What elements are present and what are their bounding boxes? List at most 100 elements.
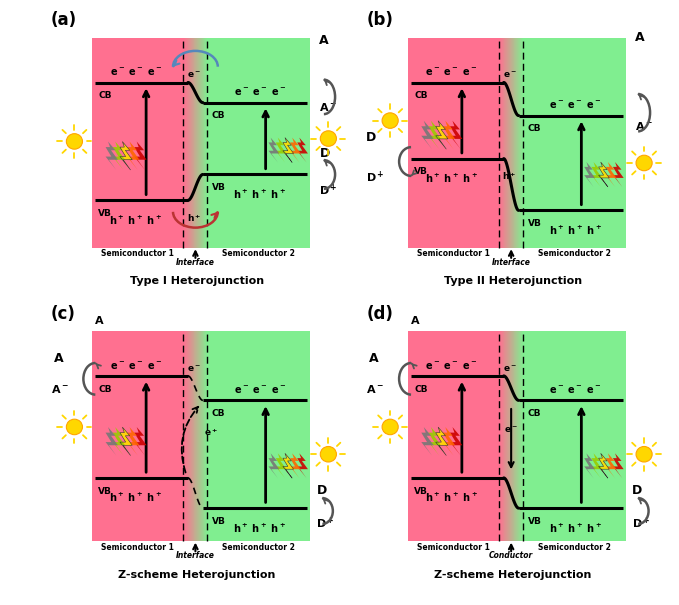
Text: (b): (b) <box>366 11 393 29</box>
Text: D: D <box>366 131 376 145</box>
Text: $\mathbf{e^-}$: $\mathbf{e^-}$ <box>187 364 201 374</box>
Text: $\mathbf{D^+}$: $\mathbf{D^+}$ <box>632 516 650 531</box>
Polygon shape <box>443 427 455 456</box>
Text: CB: CB <box>528 409 541 418</box>
Text: VB: VB <box>414 487 428 495</box>
Text: (a): (a) <box>50 11 77 29</box>
Polygon shape <box>450 121 462 149</box>
Text: $\mathbf{h^+\ h^+\ h^+}$: $\mathbf{h^+\ h^+\ h^+}$ <box>109 214 162 227</box>
Text: Interface: Interface <box>176 551 215 560</box>
Polygon shape <box>613 453 624 478</box>
Text: $\mathbf{D^+}$: $\mathbf{D^+}$ <box>316 516 335 531</box>
Text: VB: VB <box>528 517 541 526</box>
Circle shape <box>382 419 398 435</box>
Polygon shape <box>134 142 147 170</box>
Text: D: D <box>632 484 642 497</box>
Polygon shape <box>297 137 308 163</box>
Polygon shape <box>283 137 293 163</box>
Text: $\mathbf{e^-}$: $\mathbf{e^-}$ <box>502 364 517 374</box>
Polygon shape <box>127 427 139 456</box>
Polygon shape <box>443 121 455 149</box>
Text: VB: VB <box>98 209 112 218</box>
Text: $\mathbf{e^-}$: $\mathbf{e^-}$ <box>187 70 201 80</box>
Circle shape <box>320 446 336 462</box>
Circle shape <box>382 113 398 128</box>
Polygon shape <box>584 162 595 187</box>
Text: CB: CB <box>212 111 225 120</box>
Bar <box>207 38 310 248</box>
Text: Semiconductor 2: Semiconductor 2 <box>223 249 295 258</box>
Bar <box>92 332 183 541</box>
Text: D: D <box>319 147 329 160</box>
Text: $\mathbf{A^-}$: $\mathbf{A^-}$ <box>319 101 337 113</box>
Polygon shape <box>613 162 624 187</box>
Polygon shape <box>113 142 125 170</box>
Text: D: D <box>316 484 327 497</box>
Polygon shape <box>428 121 441 149</box>
Polygon shape <box>599 453 609 478</box>
Text: (d): (d) <box>366 305 393 323</box>
Polygon shape <box>421 427 434 456</box>
Circle shape <box>636 446 652 462</box>
Circle shape <box>67 134 82 149</box>
Circle shape <box>636 155 652 171</box>
Text: A: A <box>635 31 645 44</box>
Circle shape <box>67 419 82 435</box>
Text: $\mathbf{D^+}$: $\mathbf{D^+}$ <box>319 182 338 198</box>
Text: Conductor: Conductor <box>489 551 533 560</box>
Text: A: A <box>54 352 63 365</box>
Text: A: A <box>95 316 104 325</box>
Text: Z-scheme Heterojunction: Z-scheme Heterojunction <box>434 570 591 580</box>
Text: $\mathbf{e^-\ e^-\ e^-}$: $\mathbf{e^-\ e^-\ e^-}$ <box>549 385 602 396</box>
Bar <box>408 38 499 248</box>
Bar <box>523 332 626 541</box>
Text: $\mathbf{h^+\ h^+\ h^+}$: $\mathbf{h^+\ h^+\ h^+}$ <box>109 491 162 505</box>
Polygon shape <box>591 453 602 478</box>
Circle shape <box>320 131 336 146</box>
Text: $\mathbf{e^-\ e^-\ e^-}$: $\mathbf{e^-\ e^-\ e^-}$ <box>109 361 162 371</box>
Polygon shape <box>276 137 287 163</box>
Text: $\mathbf{h^+\ h^+\ h^+}$: $\mathbf{h^+\ h^+\ h^+}$ <box>233 522 286 535</box>
Polygon shape <box>436 121 448 149</box>
Polygon shape <box>584 453 595 478</box>
Text: (c): (c) <box>50 305 75 323</box>
Polygon shape <box>297 453 308 478</box>
Polygon shape <box>120 142 132 170</box>
Polygon shape <box>421 121 434 149</box>
Text: CB: CB <box>98 385 112 394</box>
Text: Semiconductor 2: Semiconductor 2 <box>223 543 295 552</box>
Text: $\mathbf{e^-}$: $\mathbf{e^-}$ <box>502 70 517 80</box>
Text: Interface: Interface <box>176 258 215 267</box>
Text: $\mathbf{e^-\ e^-\ e^-}$: $\mathbf{e^-\ e^-\ e^-}$ <box>234 385 286 396</box>
Polygon shape <box>450 427 462 456</box>
Text: CB: CB <box>414 91 428 100</box>
Text: Z-scheme Heterojunction: Z-scheme Heterojunction <box>118 570 276 580</box>
Text: A: A <box>319 34 329 47</box>
Text: Interface: Interface <box>492 258 530 267</box>
Text: $\mathbf{e^-\ e^-\ e^-}$: $\mathbf{e^-\ e^-\ e^-}$ <box>549 100 602 111</box>
Polygon shape <box>606 162 617 187</box>
Polygon shape <box>290 453 301 478</box>
Text: $\mathbf{e^-\ e^-\ e^-}$: $\mathbf{e^-\ e^-\ e^-}$ <box>234 87 286 99</box>
Text: Semiconductor 2: Semiconductor 2 <box>538 249 611 258</box>
Text: CB: CB <box>414 385 428 394</box>
Text: $\mathbf{h^+}$: $\mathbf{h^+}$ <box>502 171 517 182</box>
Polygon shape <box>120 427 132 456</box>
Text: Semiconductor 1: Semiconductor 1 <box>101 249 175 258</box>
Polygon shape <box>134 427 147 456</box>
Text: Type II Heterojunction: Type II Heterojunction <box>443 276 582 287</box>
Text: Semiconductor 1: Semiconductor 1 <box>417 543 490 552</box>
Text: Semiconductor 2: Semiconductor 2 <box>538 543 611 552</box>
Polygon shape <box>428 427 441 456</box>
Polygon shape <box>290 137 301 163</box>
Text: $\mathbf{A^-}$: $\mathbf{A^-}$ <box>50 383 69 395</box>
Text: $\mathbf{e^-}$: $\mathbf{e^-}$ <box>504 425 518 436</box>
Polygon shape <box>276 453 287 478</box>
Polygon shape <box>283 453 293 478</box>
Text: Type I Heterojunction: Type I Heterojunction <box>130 276 264 287</box>
Polygon shape <box>113 427 125 456</box>
Polygon shape <box>268 453 279 478</box>
Bar <box>207 332 310 541</box>
Text: $\mathbf{h^+\ h^+\ h^+}$: $\mathbf{h^+\ h^+\ h^+}$ <box>425 491 478 505</box>
Text: $\mathbf{e^-\ e^-\ e^-}$: $\mathbf{e^-\ e^-\ e^-}$ <box>425 67 477 78</box>
